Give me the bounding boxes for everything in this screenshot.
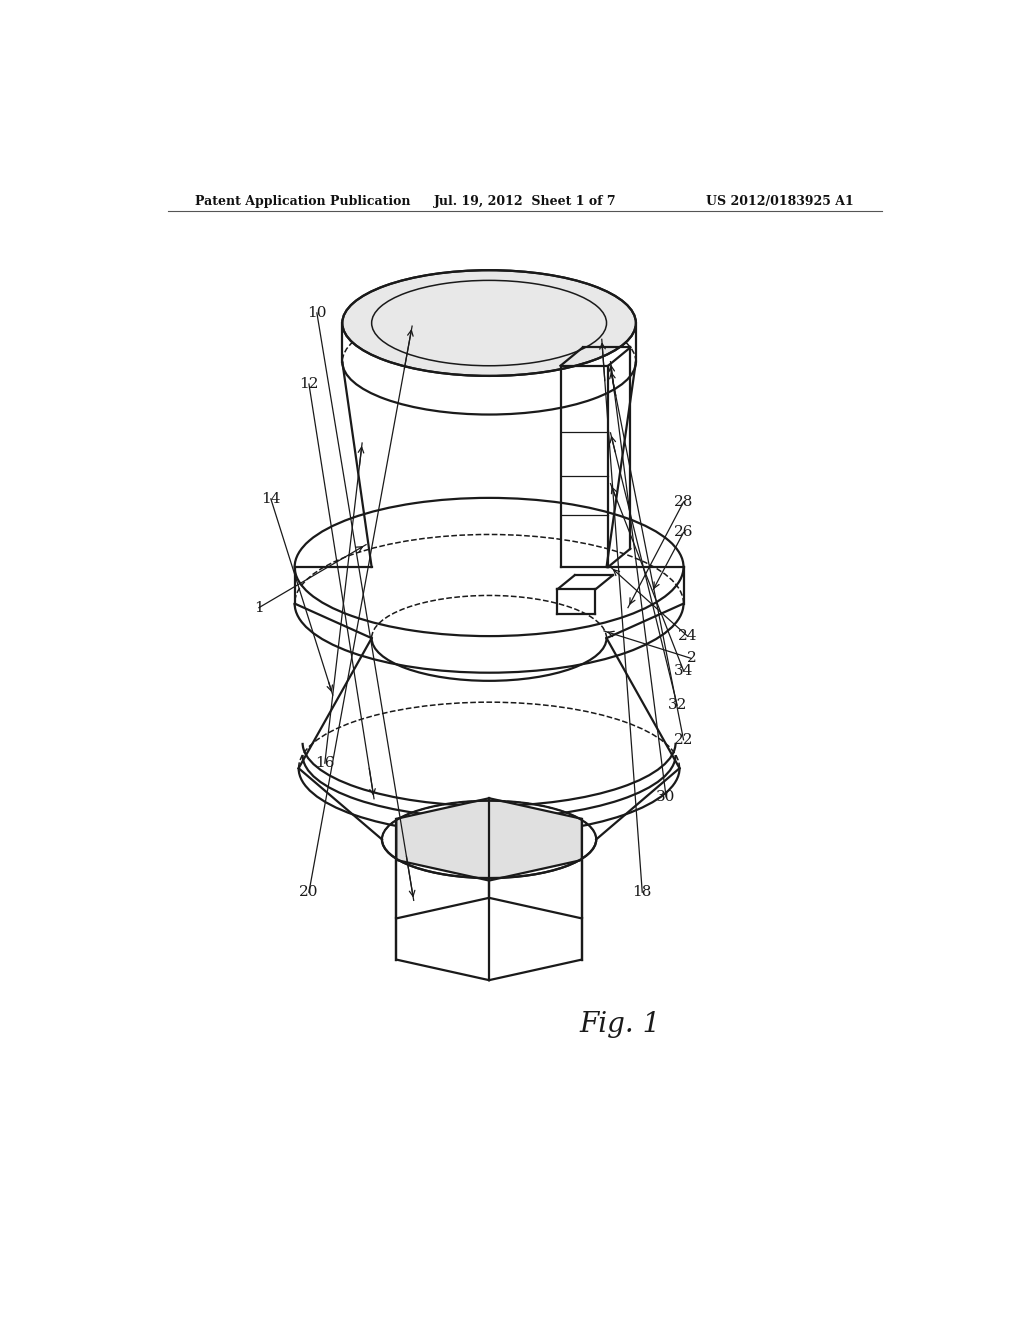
Text: 18: 18	[633, 886, 652, 899]
Text: Jul. 19, 2012  Sheet 1 of 7: Jul. 19, 2012 Sheet 1 of 7	[433, 194, 616, 207]
Text: 30: 30	[656, 789, 676, 804]
Text: 26: 26	[674, 525, 693, 540]
Text: 14: 14	[261, 492, 281, 506]
Text: 20: 20	[299, 886, 318, 899]
Text: 10: 10	[307, 306, 327, 319]
Text: 22: 22	[674, 733, 693, 747]
Text: 16: 16	[315, 756, 335, 770]
Text: Patent Application Publication: Patent Application Publication	[196, 194, 411, 207]
Text: 34: 34	[674, 664, 693, 677]
Polygon shape	[396, 799, 582, 880]
Text: US 2012/0183925 A1: US 2012/0183925 A1	[707, 194, 854, 207]
Text: 1: 1	[254, 601, 264, 615]
Text: Fig. 1: Fig. 1	[580, 1011, 660, 1038]
Text: 2: 2	[686, 652, 696, 665]
Ellipse shape	[342, 271, 636, 376]
Text: 24: 24	[678, 630, 697, 643]
Text: 28: 28	[674, 495, 693, 510]
Text: 32: 32	[668, 698, 687, 713]
Text: 12: 12	[299, 378, 318, 391]
